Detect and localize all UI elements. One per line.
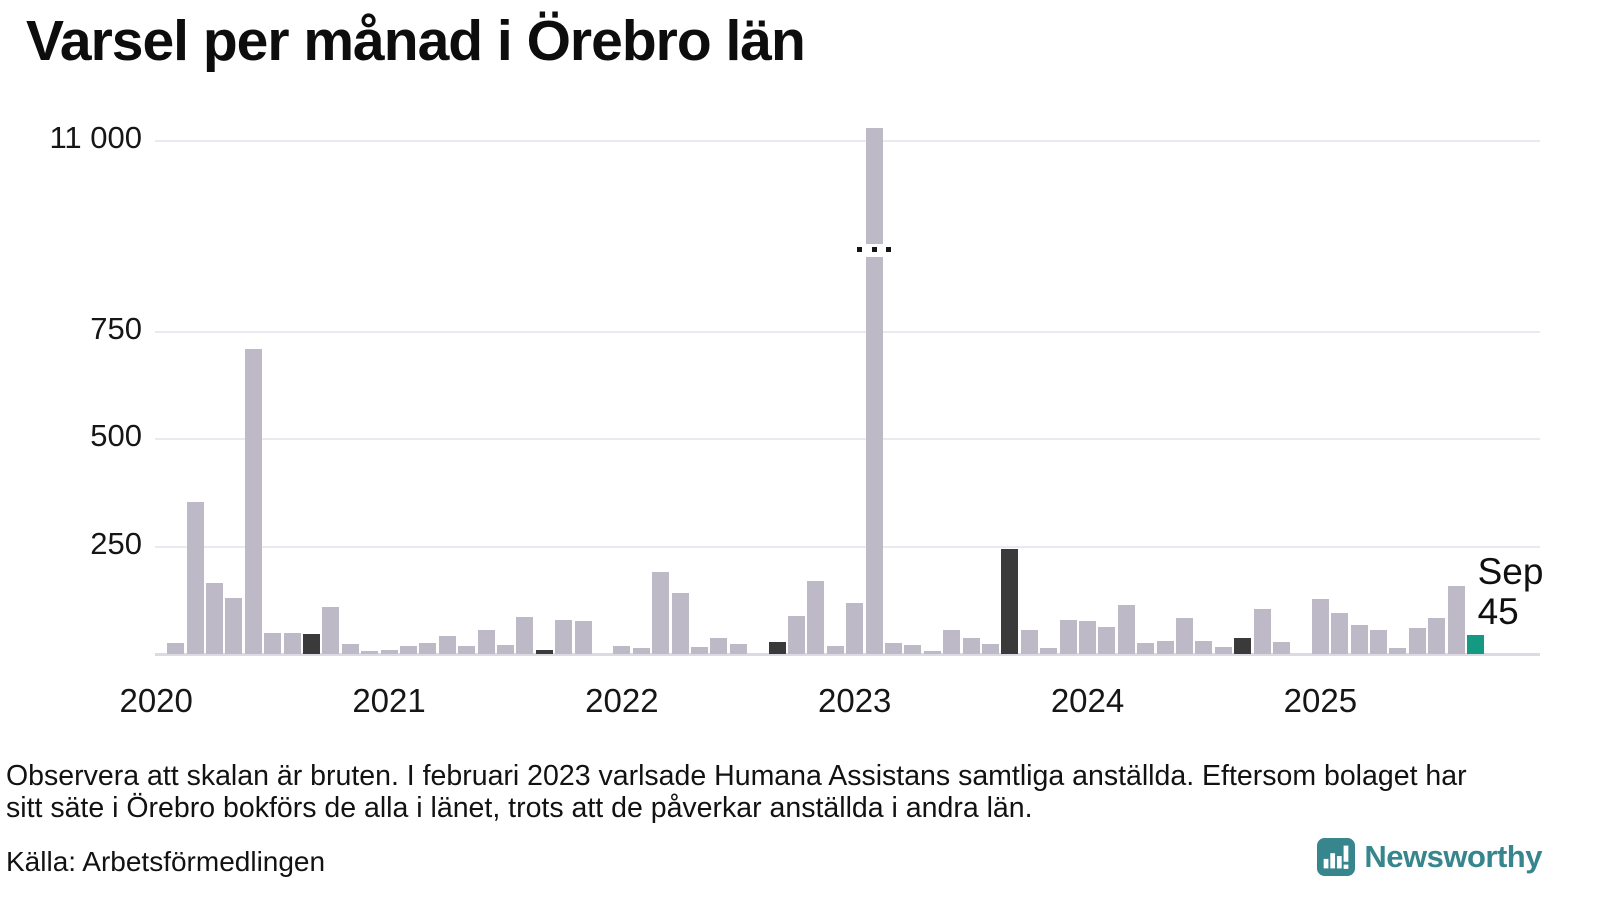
bar-2020-12 [361, 650, 379, 654]
bar-2020-03 [186, 501, 204, 654]
y-axis-tick-label: 750 [90, 311, 142, 347]
bar-2023-04 [904, 645, 922, 654]
axis-break-dot [886, 247, 892, 252]
bar-2023-05 [923, 650, 941, 654]
bar-2020-10 [322, 606, 340, 654]
annotation-month: Sep [1477, 551, 1544, 592]
x-axis-tick-label: 2020 [119, 682, 193, 719]
source-label: Källa: Arbetsförmedlingen [6, 846, 326, 877]
bar-2021-06 [477, 629, 495, 654]
bar-2020-06 [244, 349, 262, 654]
bar-2023-01 [846, 603, 864, 654]
bar-2025-08 [1447, 585, 1465, 654]
bar-2021-09 [535, 650, 553, 654]
bar-2023-03 [885, 643, 902, 654]
y-gridline [155, 331, 1540, 334]
bar-2024-08 [1214, 646, 1232, 654]
bar-2024-06 [1176, 618, 1194, 654]
axis-break-dot [857, 247, 863, 252]
bar-2023-09 [1001, 548, 1019, 654]
bar-2022-01 [613, 645, 631, 654]
bar-2020-11 [341, 644, 359, 654]
bar-2024-02 [1098, 627, 1116, 654]
footnote-line-2: sitt säte i Örebro bokförs de alla i län… [6, 792, 1033, 825]
bar-2022-12 [826, 645, 844, 654]
bar-2023-07 [962, 637, 980, 654]
bar-2025-04 [1370, 629, 1388, 654]
current-month-annotation: Sep 45 [1478, 552, 1544, 631]
x-axis-tick-label: 2022 [585, 682, 659, 719]
bar-2023-11 [1040, 647, 1058, 654]
bar-2023-10 [1020, 629, 1038, 654]
footnote: Observera att skalan är bruten. I februa… [6, 760, 1596, 824]
bar-2024-04 [1137, 643, 1155, 654]
bar-2022-11 [807, 581, 825, 654]
bar-2021-02 [399, 645, 417, 654]
bar-2021-08 [516, 617, 534, 654]
bar-2025-09 [1467, 634, 1485, 654]
newsworthy-logo[interactable]: Newsworthy [1317, 838, 1542, 876]
bar-2025-07 [1428, 617, 1446, 654]
bar-2021-01 [380, 650, 398, 654]
bar-2025-02 [1331, 612, 1349, 654]
y-gridline [155, 438, 1540, 441]
bar-2022-10 [787, 616, 805, 654]
bar-2025-01 [1311, 599, 1329, 654]
y-axis-tick-label: 11 000 [49, 120, 142, 156]
bar-2023-06 [943, 629, 961, 654]
bar-2024-01 [1079, 620, 1097, 654]
newsworthy-wordmark: Newsworthy [1364, 839, 1542, 874]
bar-2021-04 [438, 635, 456, 654]
bar-2024-07 [1195, 641, 1213, 654]
bar-2022-05 [690, 646, 708, 654]
x-axis-tick-label: 2023 [817, 682, 892, 719]
x-axis-tick-label: 2025 [1283, 682, 1358, 719]
bar-2024-05 [1156, 641, 1174, 654]
y-gridline [155, 140, 1540, 143]
bar-2022-09 [768, 641, 786, 654]
bar-2021-03 [419, 642, 437, 654]
axis-break-dot [871, 247, 877, 252]
y-axis-tick-label: 500 [90, 418, 142, 454]
bar-2022-04 [671, 592, 689, 654]
bar-2022-02 [632, 647, 650, 654]
footnote-line-1: Observera att skalan är bruten. I februa… [6, 760, 1467, 792]
bar-2024-10 [1253, 608, 1271, 654]
bar-2023-12 [1059, 620, 1077, 654]
x-axis-tick-label: 2024 [1050, 682, 1125, 719]
bar-2020-08 [283, 632, 301, 654]
bar-2024-09 [1234, 637, 1252, 654]
bar-2025-03 [1350, 624, 1368, 654]
bar-2022-07 [729, 644, 747, 654]
y-gridline [155, 545, 1540, 548]
bar-2024-03 [1117, 604, 1135, 654]
bar-2022-06 [710, 637, 728, 654]
bar-2021-07 [496, 644, 514, 654]
bar-2020-04 [205, 583, 223, 654]
bar-2022-03 [652, 572, 670, 654]
bar-2021-10 [555, 620, 573, 654]
y-axis-tick-label: 250 [90, 525, 142, 561]
x-axis-baseline [155, 653, 1540, 656]
bar-2023-02 [865, 128, 883, 654]
bar-2021-05 [458, 645, 476, 654]
annotation-value: 45 [1477, 590, 1519, 632]
bar-2023-08 [982, 644, 1000, 654]
bar-2020-02 [167, 643, 185, 654]
bar-2020-07 [264, 632, 282, 654]
bar-chart-exclamation-icon [1317, 838, 1356, 876]
bar-2025-06 [1408, 628, 1426, 654]
bar-2021-11 [574, 620, 592, 654]
chart-title: Varsel per månad i Örebro län [26, 9, 806, 73]
x-axis-tick-label: 2021 [352, 682, 426, 719]
bar-2024-11 [1273, 642, 1291, 654]
bar-2025-05 [1389, 647, 1407, 654]
bar-2020-05 [225, 598, 243, 654]
bar-2020-09 [302, 633, 320, 654]
